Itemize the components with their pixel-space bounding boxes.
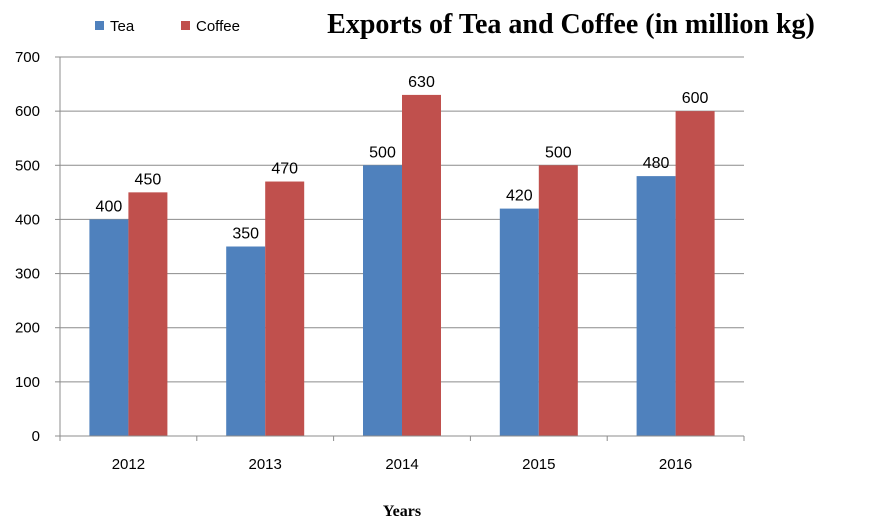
axes [55,56,745,441]
bar-coffee-2013 [265,181,305,436]
bar-coffee-2015 [538,165,578,437]
x-tick-label: 2013 [249,456,282,473]
bar-tea-2014 [363,165,402,437]
data-label: 350 [232,226,259,243]
x-tick-label: 2012 [112,456,145,473]
bar-coffee-2012 [128,192,168,436]
data-label: 400 [96,198,123,215]
bar-tea-2012 [89,219,129,436]
bar-tea-2016 [636,176,676,436]
legend: Tea Coffee [95,18,240,35]
data-label: 420 [506,188,533,205]
y-tick-label: 500 [15,157,40,174]
y-tick-label: 200 [15,320,40,337]
bar-tea-2013 [226,246,266,436]
y-tick-label: 100 [15,374,40,391]
data-label: 600 [682,90,709,107]
bar-coffee-2016 [675,111,715,437]
x-tick-label: 2015 [522,456,555,473]
y-tick-label: 400 [15,211,40,228]
data-label: 630 [408,74,435,91]
legend-label-tea: Tea [110,18,135,35]
data-label: 500 [545,144,572,161]
data-label: 450 [135,171,162,188]
x-tick-label: 2016 [659,456,692,473]
chart-title: Exports of Tea and Coffee (in million kg… [327,9,815,40]
data-label: 500 [369,144,396,161]
x-axis-label: Years [383,503,421,520]
legend-label-coffee: Coffee [196,18,240,35]
legend-swatch-coffee [181,21,190,30]
y-tick-label: 300 [15,266,40,283]
y-tick-label: 700 [15,49,40,66]
bar-tea-2015 [499,208,539,436]
data-labels: 400 450 350 470 500 630 420 500 480 600 [96,74,709,243]
bar-coffee-2014 [402,94,441,437]
bars [89,94,715,437]
x-tick-label: 2014 [385,456,418,473]
legend-swatch-tea [95,21,104,30]
y-tick-label: 0 [32,428,40,445]
data-label: 480 [643,155,670,172]
data-label: 470 [271,161,298,178]
y-tick-label: 600 [15,103,40,120]
tick-labels: 0 100 200 300 400 500 600 700 2012 2013 2014 2015 20… [15,49,692,473]
